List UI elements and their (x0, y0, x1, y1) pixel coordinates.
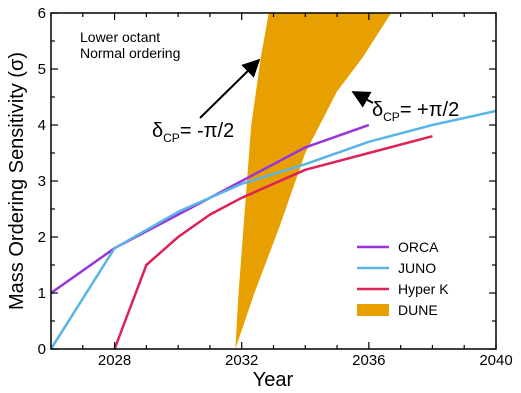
y-axis: 0 1 2 3 4 5 6 (38, 5, 496, 358)
band-layer (235, 13, 392, 349)
y-axis-label: Mass Ordering Sensitivity (σ) (6, 52, 28, 310)
annotation-line-2: Normal ordering (80, 45, 180, 61)
delta-right-sub: CP (383, 110, 400, 124)
arrow-right (351, 91, 374, 108)
legend-label-hyper-k: Hyper K (398, 281, 449, 297)
legend-label-juno: JUNO (398, 260, 436, 276)
x-tick-label: 2040 (479, 352, 512, 369)
y-tick-label: 2 (38, 229, 46, 246)
delta-label-right: δCP= +π/2 (372, 99, 459, 124)
x-tick-label: 2032 (225, 352, 258, 369)
arrow-left (199, 58, 261, 119)
hyper-k-line (113, 134, 433, 349)
delta-left-symbol: δ (152, 120, 163, 142)
legend-swatch-dune (357, 304, 389, 316)
delta-label-left: δCP= -π/2 (152, 120, 234, 145)
juno-line (51, 109, 496, 349)
x-tick-label: 2036 (352, 352, 385, 369)
y-tick-label: 3 (38, 173, 46, 190)
series-layer (51, 109, 496, 349)
y-tick-label: 1 (38, 285, 46, 302)
delta-left-sub: CP (163, 131, 180, 145)
delta-left-value: = -π/2 (180, 120, 234, 142)
legend-label-dune: DUNE (398, 302, 438, 318)
x-axis-label: Year (253, 369, 294, 391)
x-tick-label: 2028 (98, 352, 131, 369)
annotation-line-1: Lower octant (80, 29, 160, 45)
delta-right-symbol: δ (372, 99, 383, 121)
dune-band (235, 13, 392, 349)
x-axis: 2028 2032 2036 2040 (50, 13, 513, 369)
y-tick-label: 6 (38, 5, 46, 22)
delta-right-value: = +π/2 (400, 99, 459, 121)
y-tick-label: 4 (38, 117, 46, 134)
y-tick-label: 5 (38, 61, 46, 78)
orca-line (51, 123, 370, 295)
y-tick-label: 0 (38, 341, 46, 358)
legend: ORCA JUNO Hyper K DUNE (357, 239, 449, 318)
legend-label-orca: ORCA (398, 239, 439, 255)
